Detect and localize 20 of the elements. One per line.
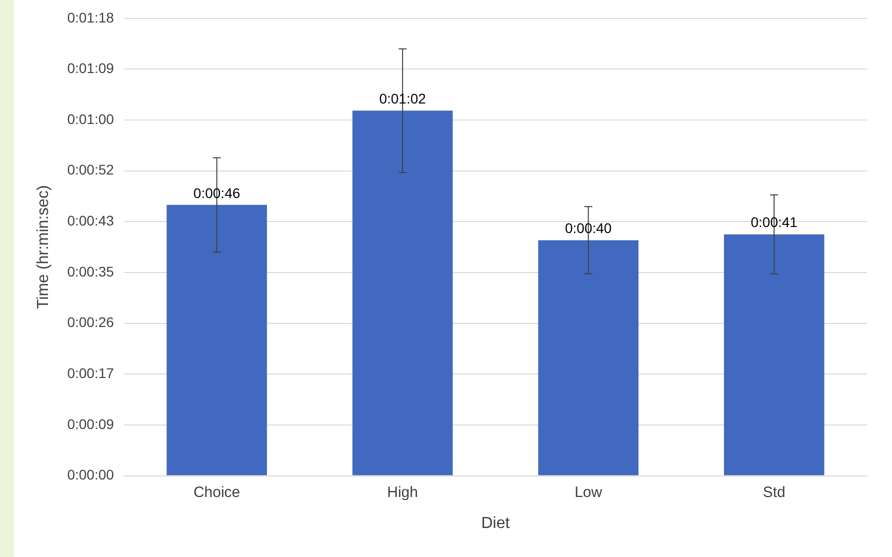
y-tick-label: 0:01:09 (67, 60, 114, 76)
y-axis-title: Time (hr:min:sec) (35, 185, 52, 310)
x-tick-label: High (387, 484, 418, 501)
x-axis-title: Diet (481, 514, 510, 532)
y-tick-label: 0:00:17 (67, 365, 114, 382)
x-tick-label: Low (574, 484, 602, 501)
x-tick-label: Std (762, 484, 786, 501)
bar (538, 240, 638, 476)
x-tick-label: Choice (193, 484, 240, 501)
y-tick-label: 0:00:52 (67, 162, 114, 178)
bar (352, 110, 453, 476)
y-tick-label: 0:00:00 (67, 466, 114, 483)
y-tick-label: 0:00:09 (67, 416, 114, 432)
y-tick-label: 0:00:43 (67, 212, 114, 229)
y-tick-label: 0:00:26 (67, 314, 114, 330)
y-tick-label: 0:00:35 (67, 263, 114, 280)
y-tick-label: 0:01:00 (67, 110, 114, 127)
bar (166, 204, 267, 476)
bar (724, 234, 824, 476)
y-tick-label: 0:01:18 (67, 9, 114, 26)
